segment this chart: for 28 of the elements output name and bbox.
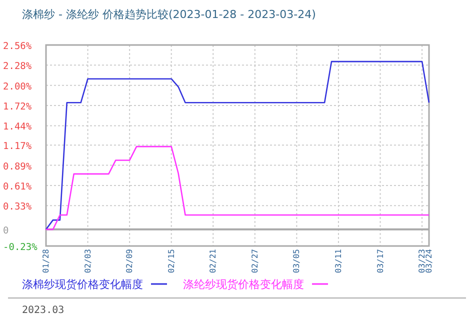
x-tick-label: 01/28	[42, 248, 50, 274]
x-tick-label: 02/21	[208, 248, 218, 274]
legend-label: 涤纶纱现货价格变化幅度	[183, 278, 304, 291]
y-tick-label: 0.61%	[3, 181, 32, 192]
y-tick-label: -0.23%	[3, 242, 38, 253]
y-tick-label: 0.33%	[3, 202, 32, 213]
legend-label: 涤棉纱现货价格变化幅度	[22, 278, 143, 291]
x-tick-label: 03/24	[424, 248, 434, 274]
y-tick-label: 0	[3, 225, 9, 236]
line-series	[45, 146, 430, 230]
x-tick-label: 02/27	[250, 248, 260, 274]
y-tick-label: 2.28%	[3, 61, 32, 72]
x-tick-label: 03/17	[376, 248, 385, 274]
x-tick-label: 03/05	[292, 248, 302, 274]
y-tick-label: 1.44%	[3, 122, 32, 133]
x-tick-label: 03/23	[418, 248, 427, 274]
chart-title: 涤棉纱 - 涤纶纱 价格趋势比较(2023-01-28 - 2023-03-24)	[22, 8, 316, 21]
x-tick-label: 02/15	[166, 248, 176, 274]
y-tick-label: 1.17%	[3, 141, 32, 152]
x-tick-label: 02/03	[83, 248, 92, 274]
x-tick-label: 02/09	[125, 248, 134, 274]
y-tick-label: 1.72%	[3, 102, 32, 113]
y-tick-label: 2.00%	[3, 81, 32, 92]
y-tick-label: 0.89%	[3, 161, 32, 172]
x-tick-label: 03/11	[334, 248, 343, 274]
line-series	[45, 60, 430, 230]
y-tick-label: 2.56%	[3, 41, 32, 52]
text: 2023.03	[22, 305, 64, 316]
